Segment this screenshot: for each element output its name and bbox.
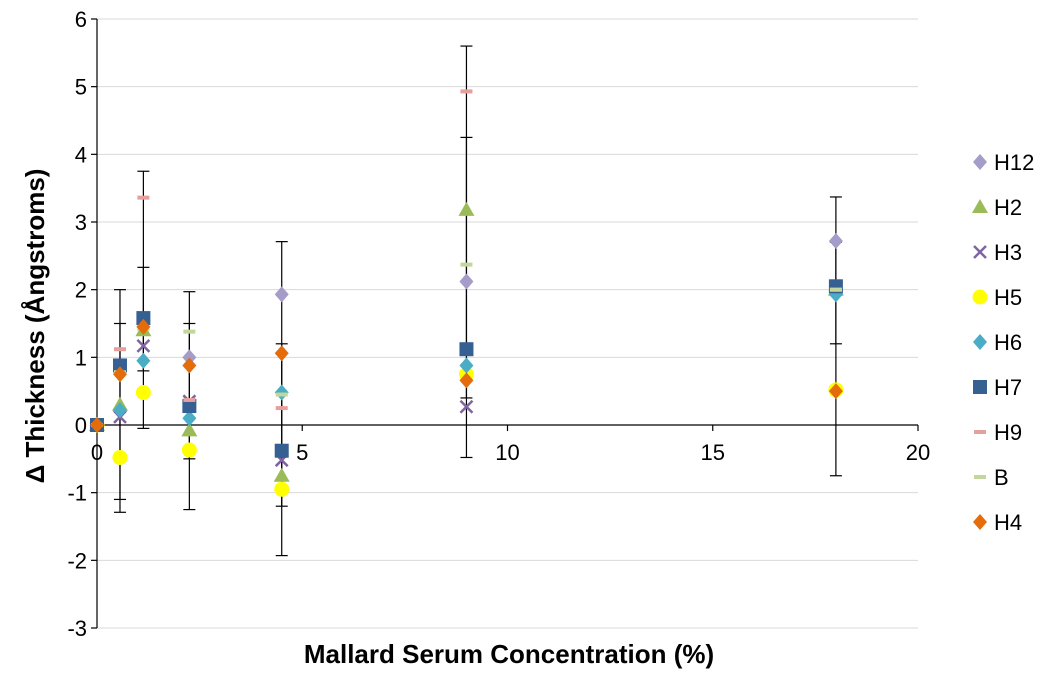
data-point [112,366,127,383]
data-point [181,442,197,458]
data-point [828,383,843,400]
legend-label: H6 [994,330,1022,355]
legend-marker [973,334,987,350]
legend-label: H7 [994,375,1022,400]
error-bars [113,45,842,557]
x-tick-label: 10 [495,440,519,465]
data-point [274,286,289,303]
data-point [459,273,474,290]
legend-marker [973,245,987,259]
data-point [458,201,475,216]
y-tick-label: 2 [75,278,87,303]
legend-label: H9 [994,420,1022,445]
y-tick-label: 1 [75,345,87,370]
x-stroke [459,399,474,414]
data-point [460,262,473,267]
data-markers [89,89,844,497]
data-point [459,342,474,357]
gridlines [97,18,918,629]
legend-marker [972,289,988,305]
x-tick-label: 15 [701,440,725,465]
legend-item: B [974,465,1009,490]
data-point [182,410,197,427]
data-point [112,358,127,373]
legend-label: H12 [994,150,1034,175]
data-point [274,384,289,401]
legend-item: H4 [973,510,1022,535]
x-axis-title: Mallard Serum Concentration (%) [304,639,714,669]
data-point [828,232,843,249]
x-tick-label: 5 [296,440,308,465]
y-tick-label: -2 [67,548,87,573]
y-tick-label: 6 [75,7,87,32]
data-point [183,397,196,402]
y-tick-label: -1 [67,481,87,506]
legend-item: H7 [973,375,1022,400]
series-h4 [90,318,843,433]
data-point [182,399,197,414]
y-tick-label: -3 [67,616,87,641]
data-point [274,481,290,497]
data-point [460,89,473,94]
y-axis-title: Δ Thickness (Ångstroms) [20,169,50,484]
data-point [136,352,151,369]
data-point [112,402,127,419]
legend-item: H9 [974,420,1022,445]
legend: H12 H2 H3 H5 H6 H7 H9 B H4 [972,150,1034,535]
data-point [273,467,290,482]
legend-label: H5 [994,285,1022,310]
legend-marker [974,430,986,434]
legend-item: H2 [972,195,1022,220]
legend-marker [973,514,987,530]
data-point [90,417,104,433]
data-point [135,385,151,401]
data-point [181,422,198,437]
legend-marker [972,199,988,213]
y-tick-label: 5 [75,75,87,100]
data-point [274,345,289,362]
legend-item: H6 [973,330,1022,355]
legend-label: H4 [994,510,1022,535]
data-point [829,287,842,292]
data-point [136,338,151,353]
data-point [459,357,474,374]
data-point [137,195,150,200]
data-point [459,399,474,414]
axes [91,18,919,629]
x-tick-label: 20 [906,440,930,465]
x-stroke [973,245,987,259]
legend-marker [974,475,986,479]
data-point [275,406,288,411]
x-stroke [136,338,151,353]
data-point [182,349,197,366]
legend-marker [973,154,987,170]
series-h6 [90,286,843,433]
legend-label: H2 [994,195,1022,220]
data-point [182,357,197,374]
legend-label: H3 [994,240,1022,265]
data-point [274,443,289,458]
legend-label: B [994,465,1009,490]
legend-marker [973,380,987,394]
data-point [112,449,128,465]
data-point [459,372,474,389]
legend-item: H3 [973,240,1022,265]
data-point [136,318,151,335]
x-tick-label: 0 [91,440,103,465]
y-tick-label: 0 [75,413,87,438]
legend-item: H12 [973,150,1034,175]
data-point [113,347,126,352]
y-tick-label: 4 [75,142,87,167]
y-tick-label: 3 [75,210,87,235]
data-point [183,329,196,334]
legend-item: H5 [972,285,1022,310]
data-point [275,392,288,397]
data-point [136,311,151,326]
